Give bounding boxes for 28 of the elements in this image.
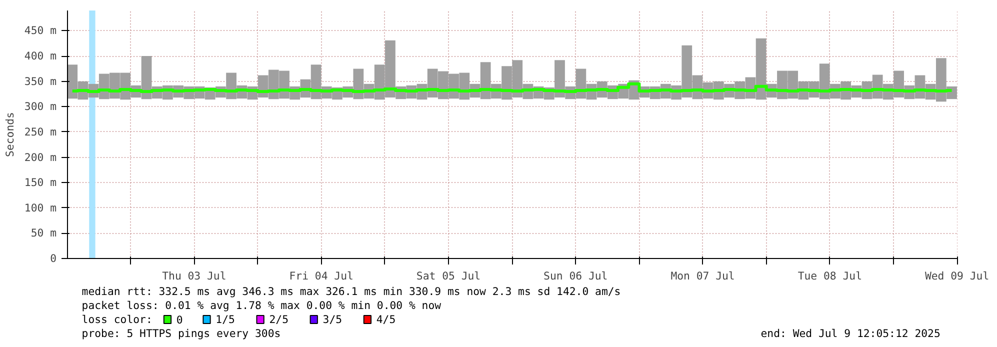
x-tick-label: Thu 03 Jul [162, 270, 226, 282]
x-tick-label: Mon 07 Jul [670, 270, 735, 282]
legend-label: 4/5 [376, 313, 396, 326]
y-tick-label: 250 m [24, 125, 56, 138]
y-tick-label: 100 m [24, 201, 56, 214]
y-tick-label: 150 m [24, 176, 56, 190]
y-tick-label: 450 m [24, 24, 56, 38]
legend-label: 0 [176, 314, 183, 326]
y-tick-label: 400 m [24, 50, 56, 63]
x-tick-label: Wed 09 Jul [924, 270, 990, 282]
x-tick-label: Tue 08 Jul [798, 270, 862, 282]
legend-label: 3/5 [322, 313, 342, 326]
legend-label: 2/5 [269, 313, 288, 326]
text: packet loss: 0.01 % avg 1.78 % max 0.00 % min 0.00 % now [82, 299, 442, 312]
text: end: Wed Jul 9 12:05:12 2025 [760, 327, 940, 340]
x-tick-label: Sun 06 Jul [544, 270, 608, 282]
text: probe: 5 HTTPS pings every 300s [82, 327, 281, 340]
text: median rtt: 332.5 ms avg 346.3 ms max 326.1 ms min 330.9 ms now 2.3 ms sd 142.0 am/s [82, 285, 621, 298]
y-tick-label: 350 m [24, 74, 56, 88]
legend-title: loss color: [82, 313, 152, 326]
legend-label: 1/5 [216, 313, 235, 326]
y-tick-label: 200 m [24, 150, 56, 164]
x-tick-label: Sat 05 Jul [416, 270, 481, 282]
x-tick-label: Fri 04 Jul [289, 270, 354, 282]
y-tick-label: 50 m [30, 226, 57, 240]
y-tick-label: 0 [50, 252, 57, 265]
y-axis-title: Seconds [3, 112, 16, 157]
y-tick-label: 300 m [24, 100, 56, 114]
